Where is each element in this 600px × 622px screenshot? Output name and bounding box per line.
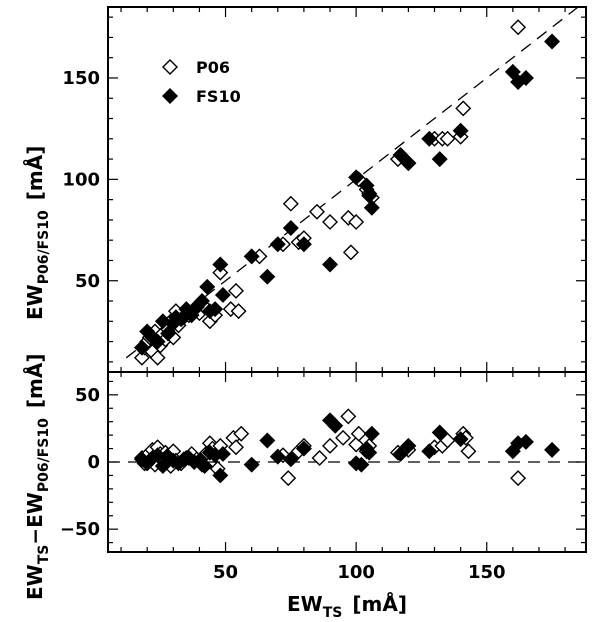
p06-residual-point	[350, 425, 367, 442]
fs10-point	[282, 220, 299, 237]
legend-p06-marker	[162, 59, 178, 75]
fs10-point	[322, 256, 339, 273]
legend-fs10-marker	[162, 88, 178, 104]
p06-point	[227, 282, 244, 299]
p06-residual-point	[335, 429, 352, 446]
fs10-point	[295, 236, 312, 253]
fs10-point	[214, 286, 231, 303]
fs10-residual-point	[269, 448, 286, 465]
fs10-residual-point	[517, 433, 534, 450]
fs10-residual-point	[214, 445, 231, 462]
bottom-ticks: 50 100 150 −50 0 50	[60, 372, 586, 583]
y-tick-label: 150	[62, 68, 100, 89]
p06-residual-point	[311, 449, 328, 466]
bottom-y-axis-label: EWTS−EWP06/FS10[mÅ]	[23, 354, 52, 600]
p06-residual-point	[233, 425, 250, 442]
bottom-fs10-points	[133, 412, 561, 484]
top-panel: 50 100 150 P06 FS10 EWP06/FS10[mÅ]	[23, 6, 587, 373]
fs10-residual-point	[363, 425, 380, 442]
x-tick-label: 100	[337, 562, 375, 583]
fs10-residual-point	[361, 444, 378, 461]
fs10-point	[160, 325, 177, 342]
p06-residual-point	[340, 408, 357, 425]
fs10-residual-point	[295, 440, 312, 457]
y-tick-label: 0	[87, 452, 100, 473]
fs10-residual-point	[243, 456, 260, 473]
p06-point	[282, 195, 299, 212]
p06-residual-point	[322, 437, 339, 454]
x-axis-label: EWTS [mÅ]	[287, 592, 407, 621]
fs10-point	[431, 151, 448, 168]
legend-fs10-label: FS10	[196, 87, 241, 106]
fs10-residual-point	[282, 451, 299, 468]
legend: P06 FS10	[162, 58, 241, 106]
fs10-residual-point	[431, 424, 448, 441]
fs10-point	[269, 236, 286, 253]
fs10-point	[149, 333, 166, 350]
fs10-point	[421, 130, 438, 147]
p06-residual-point	[280, 470, 297, 487]
fs10-point	[194, 293, 211, 310]
fs10-point	[504, 63, 521, 80]
y-tick-label: 50	[75, 271, 100, 292]
p06-point	[340, 209, 357, 226]
fs10-point	[133, 339, 150, 356]
fs10-residual-point	[196, 458, 213, 475]
fs10-residual-point	[259, 432, 276, 449]
p06-point	[322, 213, 339, 230]
fs10-residual-point	[212, 467, 229, 484]
fs10-point	[400, 155, 417, 172]
p06-point	[149, 349, 166, 366]
fs10-residual-point	[149, 447, 166, 464]
p06-point	[348, 213, 365, 230]
p06-residual-point	[439, 432, 456, 449]
top-fs10-points	[133, 33, 561, 356]
y-tick-label: −50	[60, 519, 100, 540]
p06-point	[455, 100, 472, 117]
fs10-point	[544, 33, 561, 50]
fs10-residual-point	[452, 431, 469, 448]
top-one-to-one-line	[125, 6, 579, 359]
y-tick-label: 50	[75, 385, 100, 406]
p06-residual-point	[227, 439, 244, 456]
top-y-axis-label: EWP06/FS10[mÅ]	[23, 146, 52, 320]
fs10-point	[259, 268, 276, 285]
fs10-residual-point	[353, 456, 370, 473]
fs10-residual-point	[421, 443, 438, 460]
legend-p06-label: P06	[196, 58, 230, 77]
p06-point	[510, 19, 527, 36]
fs10-point	[207, 301, 224, 318]
p06-point	[439, 130, 456, 147]
p06-point	[212, 264, 229, 281]
fs10-point	[517, 69, 534, 86]
y-tick-label: 100	[62, 169, 100, 190]
bottom-panel: 50 100 150 −50 0 50 EWTS−EWP06/FS10[mÅ] EWTS[…	[23, 354, 587, 621]
p06-residual-point	[510, 470, 527, 487]
fs10-point	[212, 256, 229, 273]
fs10-residual-point	[392, 445, 409, 462]
x-tick-label: 50	[213, 562, 238, 583]
fs10-point	[392, 147, 409, 164]
fs10-point	[363, 199, 380, 216]
fs10-point	[452, 122, 469, 139]
top-reference-line-group	[125, 6, 579, 359]
x-tick-label: 150	[468, 562, 506, 583]
fs10-residual-point	[327, 417, 344, 434]
p06-point	[230, 303, 247, 320]
fs10-point	[348, 169, 365, 186]
p06-residual-point	[460, 443, 477, 460]
fs10-residual-point	[544, 441, 561, 458]
fs10-point	[199, 278, 216, 295]
p06-point	[308, 203, 325, 220]
fs10-point	[154, 313, 171, 330]
top-ticks: 50 100 150	[62, 7, 586, 372]
p06-point	[342, 244, 359, 261]
fs10-point	[243, 248, 260, 265]
fs10-residual-point	[400, 437, 417, 454]
